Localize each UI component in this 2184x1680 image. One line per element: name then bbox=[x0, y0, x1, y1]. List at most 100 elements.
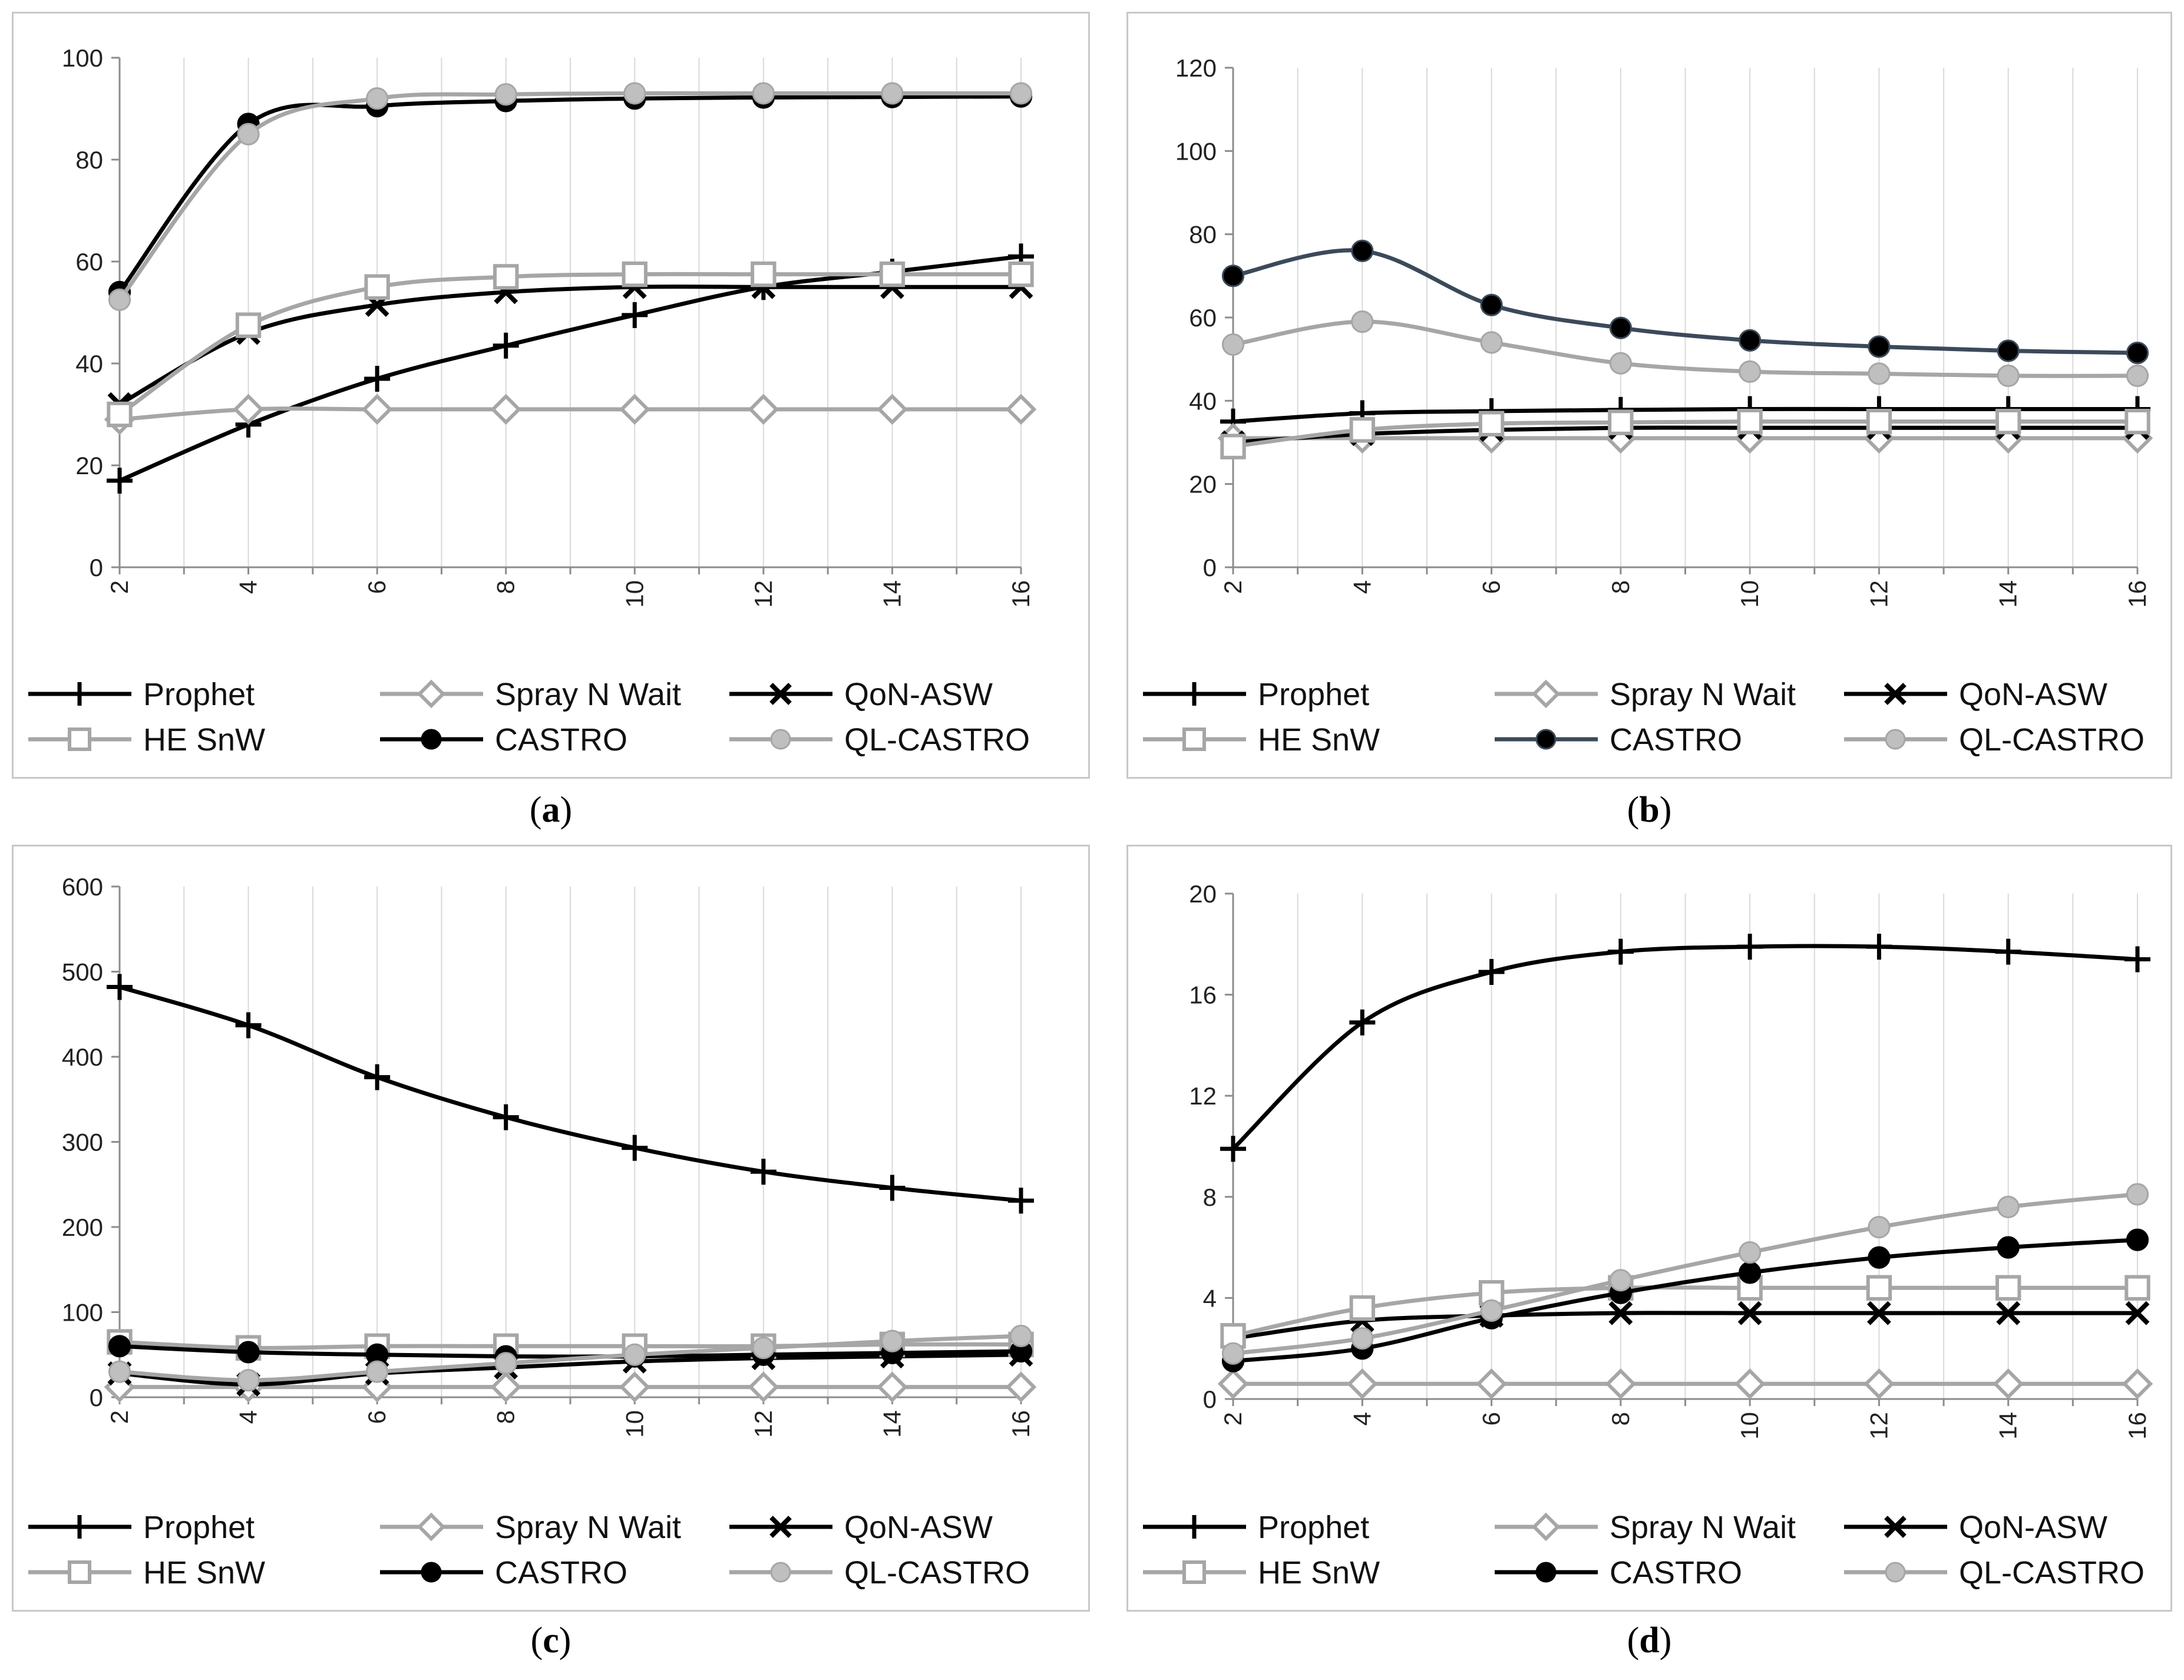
data-point-castro bbox=[1221, 264, 1245, 287]
series-line-he bbox=[1231, 419, 2140, 449]
x-tick-label: 8 bbox=[492, 580, 520, 594]
series-line-castro bbox=[1231, 1238, 2140, 1364]
data-point-he bbox=[1995, 408, 2021, 435]
legend-item-qlcastro: QL-CASTRO bbox=[1844, 1555, 2145, 1590]
legend-item-prophet: Prophet bbox=[28, 1510, 255, 1545]
y-tick-label: 0 bbox=[1203, 554, 1217, 581]
y-tick-label: 40 bbox=[1189, 387, 1217, 415]
x-tick-label: 16 bbox=[2123, 580, 2151, 608]
data-point-spray bbox=[1005, 1371, 1037, 1403]
x-tick-label: 6 bbox=[1478, 580, 1505, 594]
data-point-he bbox=[1995, 1275, 2021, 1301]
x-tick-label: 14 bbox=[1994, 1412, 2022, 1440]
data-point-he bbox=[2124, 408, 2150, 435]
data-point-prophet bbox=[364, 1064, 391, 1090]
y-tick-label: 100 bbox=[62, 1299, 103, 1327]
data-point-prophet bbox=[1220, 1136, 1246, 1162]
data-point-prophet bbox=[493, 1104, 519, 1130]
data-point-qlcastro bbox=[1351, 1327, 1374, 1350]
legend-label: QL-CASTRO bbox=[844, 1555, 1030, 1590]
series-he bbox=[1220, 408, 2150, 459]
data-point-qlcastro bbox=[237, 123, 260, 145]
legend-marker-qlcastro bbox=[770, 1562, 791, 1583]
data-point-he bbox=[235, 312, 262, 338]
data-point-qlcastro bbox=[2126, 364, 2149, 388]
legend-label: QoN-ASW bbox=[1959, 1510, 2107, 1545]
data-point-qlcastro bbox=[1480, 331, 1503, 354]
x-tick-label: 14 bbox=[878, 1410, 906, 1438]
y-tick-label: 8 bbox=[1203, 1183, 1217, 1211]
data-point-spray bbox=[877, 393, 908, 425]
legend-item-qlcastro: QL-CASTRO bbox=[729, 1555, 1030, 1590]
y-tick-label: 60 bbox=[75, 248, 103, 276]
chart-svg-a: 0 20 40 60 80 100 2 4 6 8 10 12 14 16 Prophet Spray N W… bbox=[28, 44, 1037, 758]
data-point-he bbox=[1737, 408, 1763, 435]
legend: Prophet Spray N Wait QoN-ASW HE SnW CASTRO QL… bbox=[28, 1510, 1030, 1590]
y-tick-label: 600 bbox=[62, 873, 103, 901]
data-point-qlcastro bbox=[1351, 310, 1374, 333]
x-tick-label: 2 bbox=[1219, 580, 1247, 594]
legend-item-he: HE SnW bbox=[28, 1555, 265, 1590]
x-tick-label: 4 bbox=[234, 1410, 262, 1424]
y-tick-label: 0 bbox=[90, 554, 103, 581]
legend-marker-prophet bbox=[68, 1515, 91, 1539]
data-point-castro bbox=[1609, 316, 1632, 339]
data-point-castro bbox=[1997, 339, 2020, 362]
legend-label: Spray N Wait bbox=[1610, 677, 1796, 712]
panel-caption-b: (b) bbox=[1627, 790, 1672, 830]
data-point-he bbox=[1008, 261, 1034, 287]
data-point-spray bbox=[2122, 1368, 2153, 1400]
y-tick-label: 20 bbox=[1189, 880, 1217, 908]
legend-label: QL-CASTRO bbox=[844, 722, 1030, 758]
legend-item-he: HE SnW bbox=[1143, 722, 1380, 758]
x-tick-label: 6 bbox=[363, 1410, 391, 1424]
legend-item-spray: Spray N Wait bbox=[380, 1510, 681, 1545]
data-point-spray bbox=[619, 1371, 650, 1403]
data-point-spray bbox=[1605, 1368, 1637, 1400]
series-line-qon bbox=[117, 1352, 1023, 1387]
y-tick-label: 500 bbox=[62, 958, 103, 986]
legend-item-castro: CASTRO bbox=[380, 1555, 627, 1590]
series-line-qon bbox=[1231, 1311, 2140, 1341]
legend-label: Spray N Wait bbox=[1610, 1510, 1796, 1545]
series-line-castro bbox=[117, 1344, 1023, 1359]
legend-item-castro: CASTRO bbox=[380, 722, 627, 758]
data-point-he bbox=[1478, 411, 1505, 436]
data-point-prophet bbox=[879, 1175, 906, 1201]
data-point-qlcastro bbox=[1009, 82, 1033, 105]
data-point-qlcastro bbox=[1997, 364, 2020, 388]
legend-label: QL-CASTRO bbox=[1959, 1555, 2145, 1590]
data-point-qlcastro bbox=[1739, 1241, 1762, 1264]
data-point-prophet bbox=[1349, 1009, 1376, 1036]
data-point-qlcastro bbox=[2126, 1183, 2149, 1206]
series-line-qlcastro bbox=[117, 1334, 1023, 1383]
y-tick-label: 100 bbox=[1175, 137, 1217, 165]
x-tick-label: 10 bbox=[1736, 580, 1763, 608]
chart-panel-a: 0 20 40 60 80 100 2 4 6 8 10 12 14 16 Prophet Spray N W… bbox=[12, 12, 1090, 779]
legend-item-qon: QoN-ASW bbox=[729, 1510, 993, 1545]
data-point-qlcastro bbox=[366, 87, 389, 110]
legend-marker-castro bbox=[1535, 1562, 1557, 1583]
legend: Prophet Spray N Wait QoN-ASW HE SnW CASTRO QL… bbox=[1143, 1510, 2145, 1590]
data-point-spray bbox=[748, 1371, 779, 1403]
legend-item-spray: Spray N Wait bbox=[1495, 1510, 1796, 1545]
data-point-qlcastro bbox=[1221, 333, 1245, 356]
legend-label: QoN-ASW bbox=[844, 1510, 993, 1545]
legend-label: CASTRO bbox=[495, 722, 627, 758]
data-point-qlcastro bbox=[366, 1360, 389, 1383]
data-point-prophet bbox=[750, 1159, 777, 1185]
legend: Prophet Spray N Wait QoN-ASW HE SnW CASTRO QL… bbox=[1143, 677, 2145, 758]
chart-panel-b: 0 20 40 60 80 100 120 2 4 6 8 10 12 14 16 Prophet Spray … bbox=[1126, 12, 2172, 779]
legend-label: QoN-ASW bbox=[1959, 677, 2107, 712]
legend-marker-qlcastro bbox=[1885, 1562, 1906, 1583]
legend-marker-castro bbox=[421, 729, 442, 750]
y-tick-label: 400 bbox=[62, 1043, 103, 1071]
series-spray bbox=[104, 1371, 1037, 1403]
data-point-qlcastro bbox=[1609, 1269, 1632, 1292]
data-point-castro bbox=[1739, 329, 1762, 352]
y-tick-label: 120 bbox=[1175, 54, 1217, 82]
data-point-castro bbox=[1480, 293, 1503, 316]
x-tick-label: 14 bbox=[878, 580, 906, 608]
x-tick-label: 2 bbox=[105, 1410, 133, 1424]
